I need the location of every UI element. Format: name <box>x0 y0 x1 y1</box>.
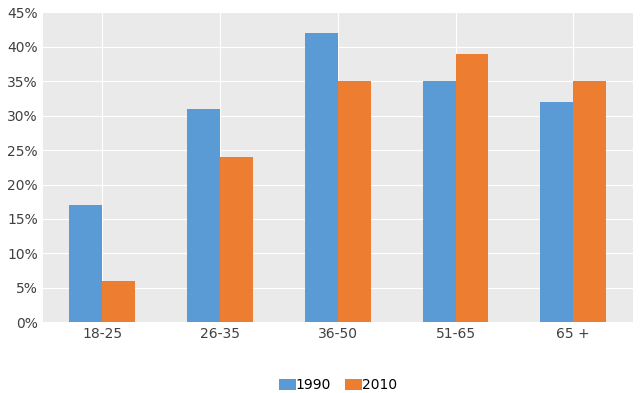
Bar <box>573 81 606 322</box>
Bar <box>305 33 338 322</box>
Bar <box>220 157 253 322</box>
Bar <box>422 81 456 322</box>
Bar <box>187 109 220 322</box>
Bar <box>102 281 135 322</box>
Bar <box>69 205 102 322</box>
Bar <box>540 102 573 322</box>
Bar <box>338 81 371 322</box>
Bar <box>456 54 488 322</box>
Legend: 1990, 2010: 1990, 2010 <box>273 373 402 393</box>
